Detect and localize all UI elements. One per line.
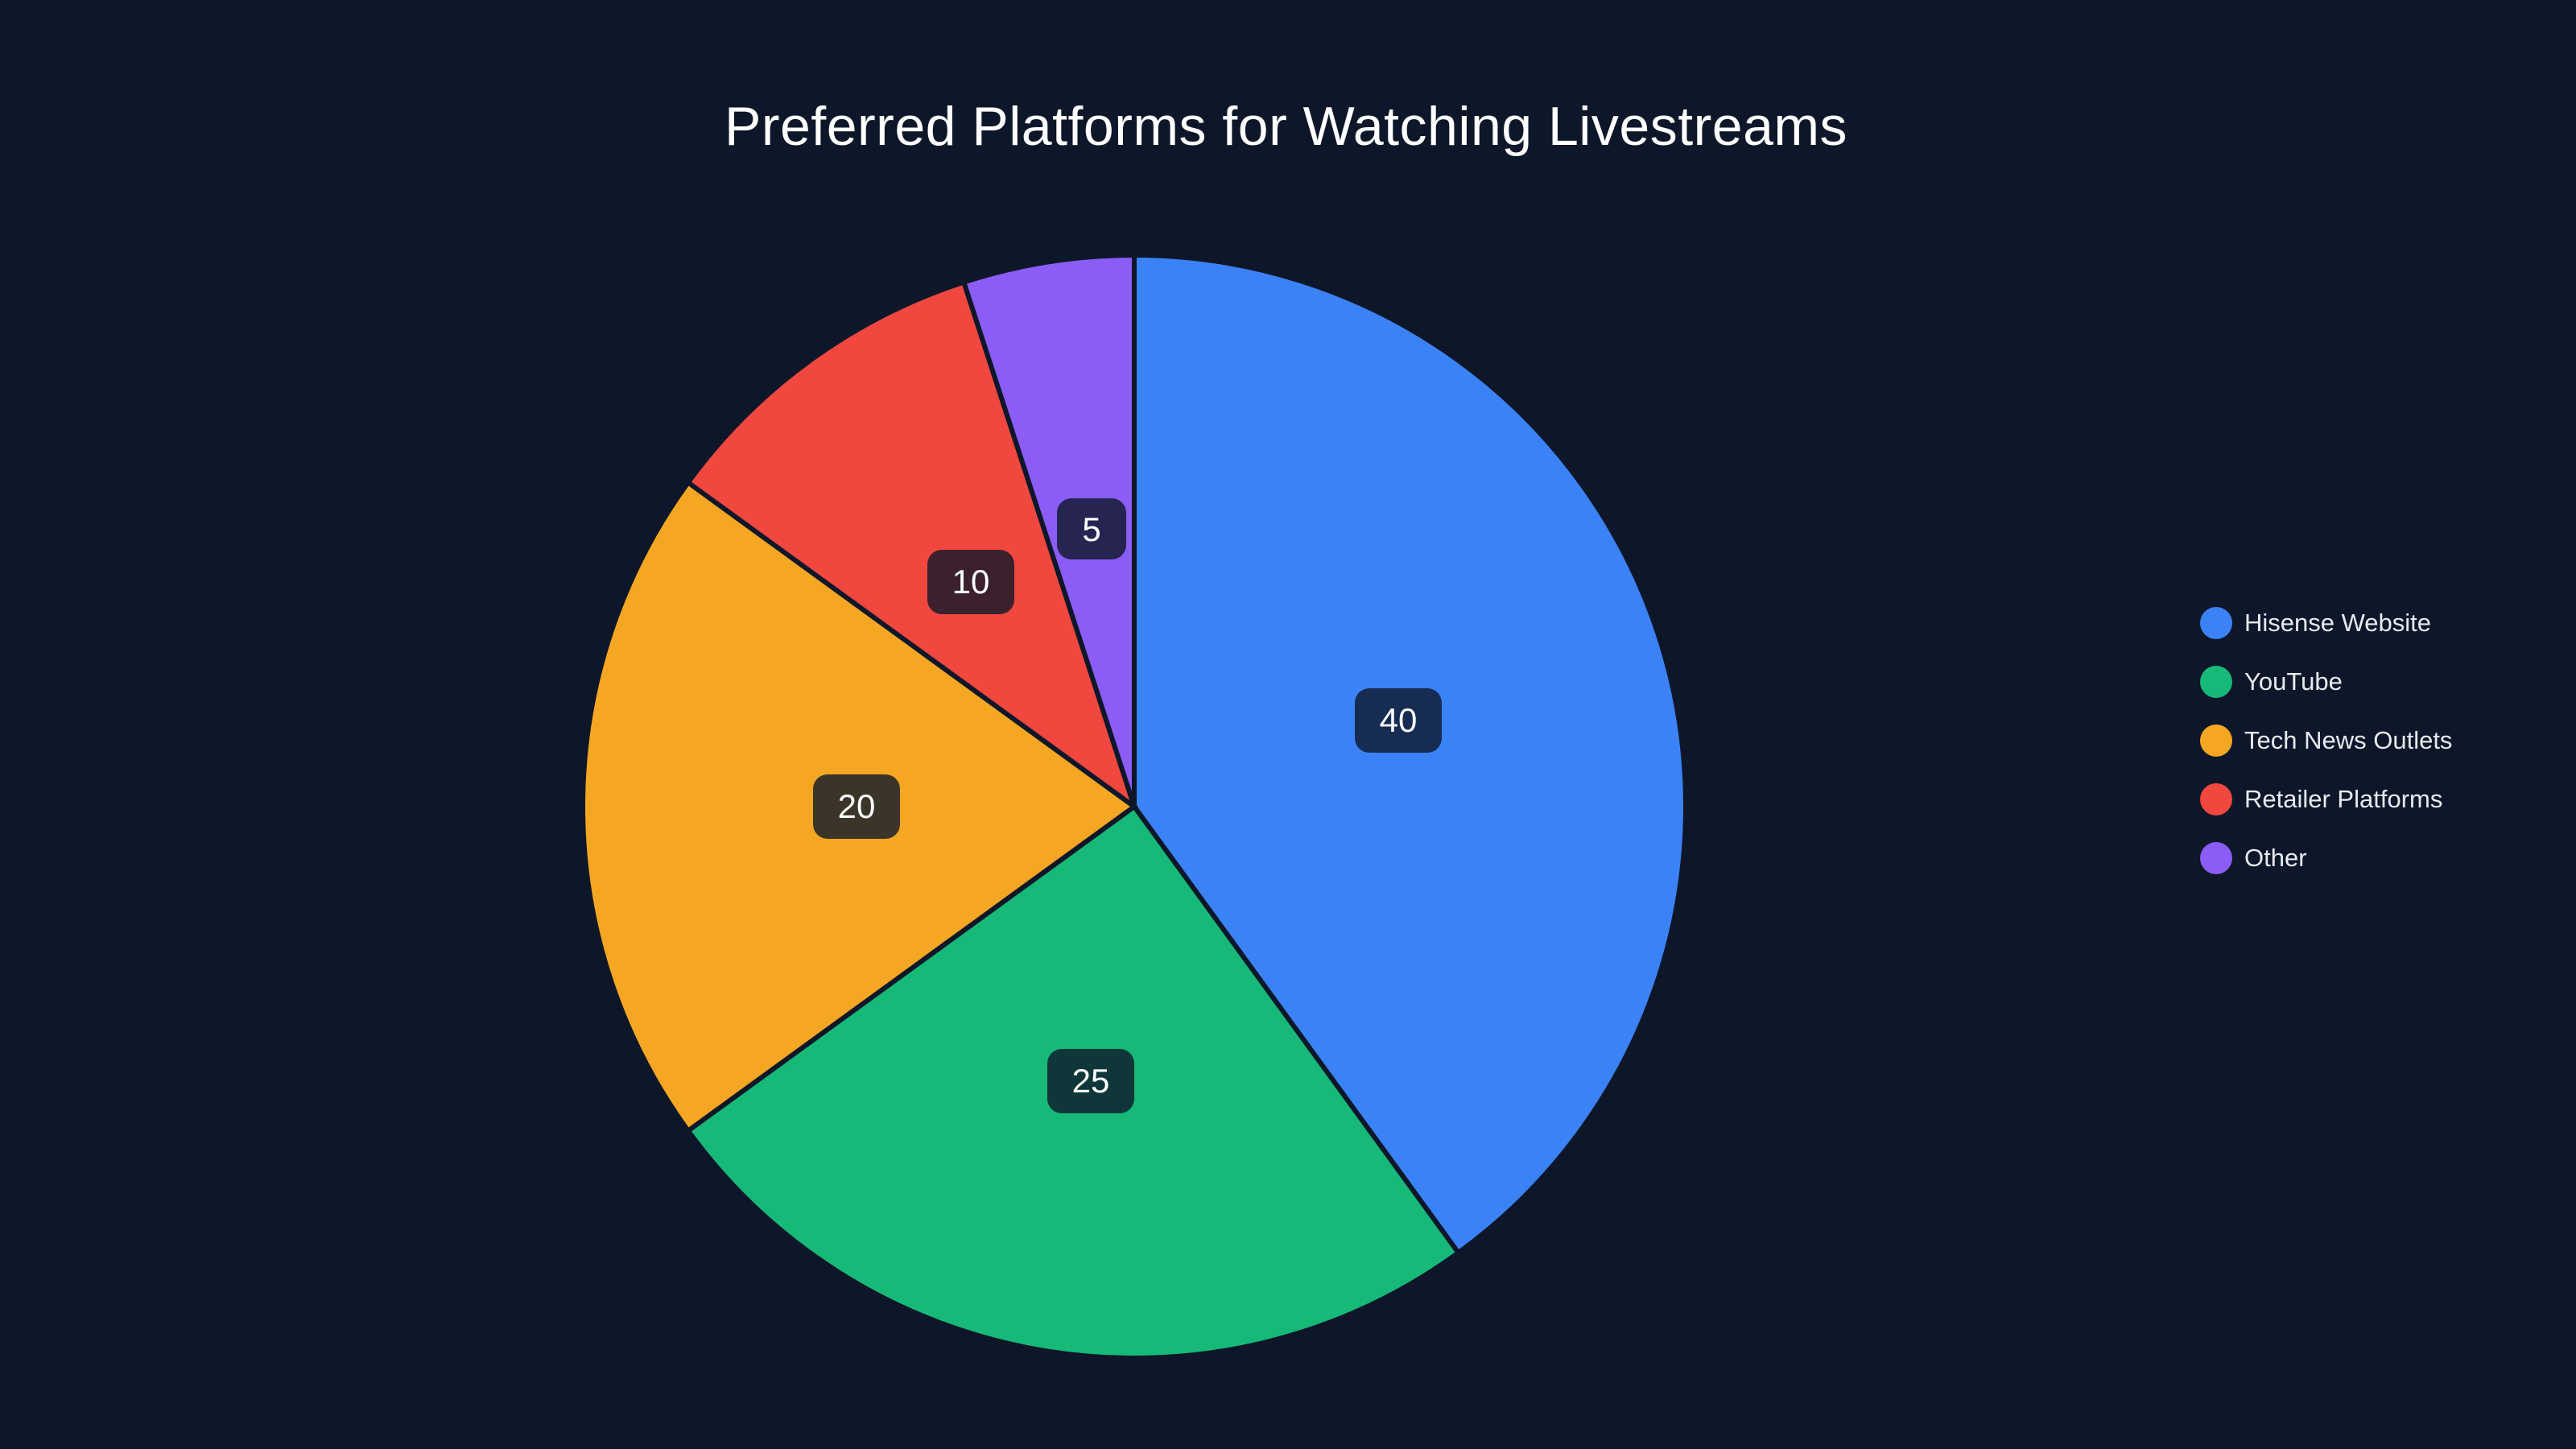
svg-text:40: 40	[1380, 701, 1418, 739]
svg-text:5: 5	[1082, 510, 1100, 548]
svg-text:10: 10	[952, 563, 990, 601]
svg-text:25: 25	[1072, 1062, 1110, 1100]
svg-text:20: 20	[838, 787, 876, 825]
